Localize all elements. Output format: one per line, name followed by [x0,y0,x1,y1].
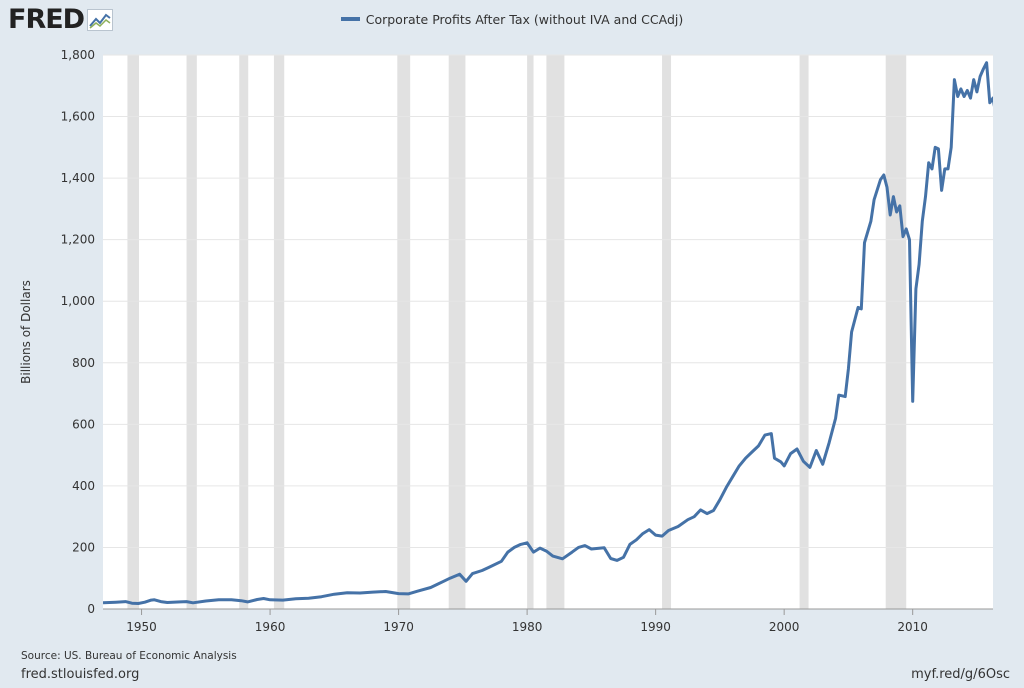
x-tick-label: 1980 [512,620,543,634]
x-tick-label: 1970 [383,620,414,634]
recession-band [662,55,672,609]
x-tick-label: 1990 [640,620,671,634]
short-link[interactable]: myf.red/g/6Osc [911,667,1010,682]
y-tick-label: 0 [87,602,95,616]
axes: 0 200 400 600 800 1,000 1,200 1,400 1,600 1,800 19… [19,48,993,634]
y-tick-label: 600 [72,417,95,431]
y-tick-label: 1,200 [61,233,95,247]
fred-logo[interactable]: FRED [8,4,114,35]
recession-band [527,55,534,609]
y-tick-label: 800 [72,356,95,370]
y-tick-label: 400 [72,479,95,493]
x-tick-label: 1960 [255,620,286,634]
legend-label: Corporate Profits After Tax (without IVA… [365,12,684,27]
y-axis-title: Billions of Dollars [19,280,33,384]
series-line [103,61,993,605]
source-note: Source: US. Bureau of Economic Analysis [21,650,237,662]
x-tick-label: 2010 [897,620,928,634]
y-tick-label: 200 [72,540,95,554]
y-tick-label: 1,800 [61,48,95,62]
logo-text: FRED [8,4,85,35]
y-tick-label: 1,400 [61,171,95,185]
recession-band [239,55,249,609]
recession-bands [127,55,907,609]
y-tick-label: 1,600 [61,110,95,124]
site-link[interactable]: fred.stlouisfed.org [21,667,140,682]
recession-band [799,55,809,609]
recession-band [448,55,466,609]
recession-band [397,55,411,609]
recession-band [127,55,139,609]
recession-band [186,55,197,609]
x-tick-label: 1950 [126,620,157,634]
chart-legend: Corporate Profits After Tax (without IVA… [0,12,1024,27]
gridlines [103,54,993,548]
series-layer [103,61,993,605]
recession-band [546,55,565,609]
chart-logo-icon [87,8,114,31]
recession-band [885,55,907,609]
recession-band [273,55,285,609]
legend-swatch [340,16,360,21]
x-tick-label: 2000 [769,620,800,634]
y-tick-label: 1,000 [61,294,95,308]
